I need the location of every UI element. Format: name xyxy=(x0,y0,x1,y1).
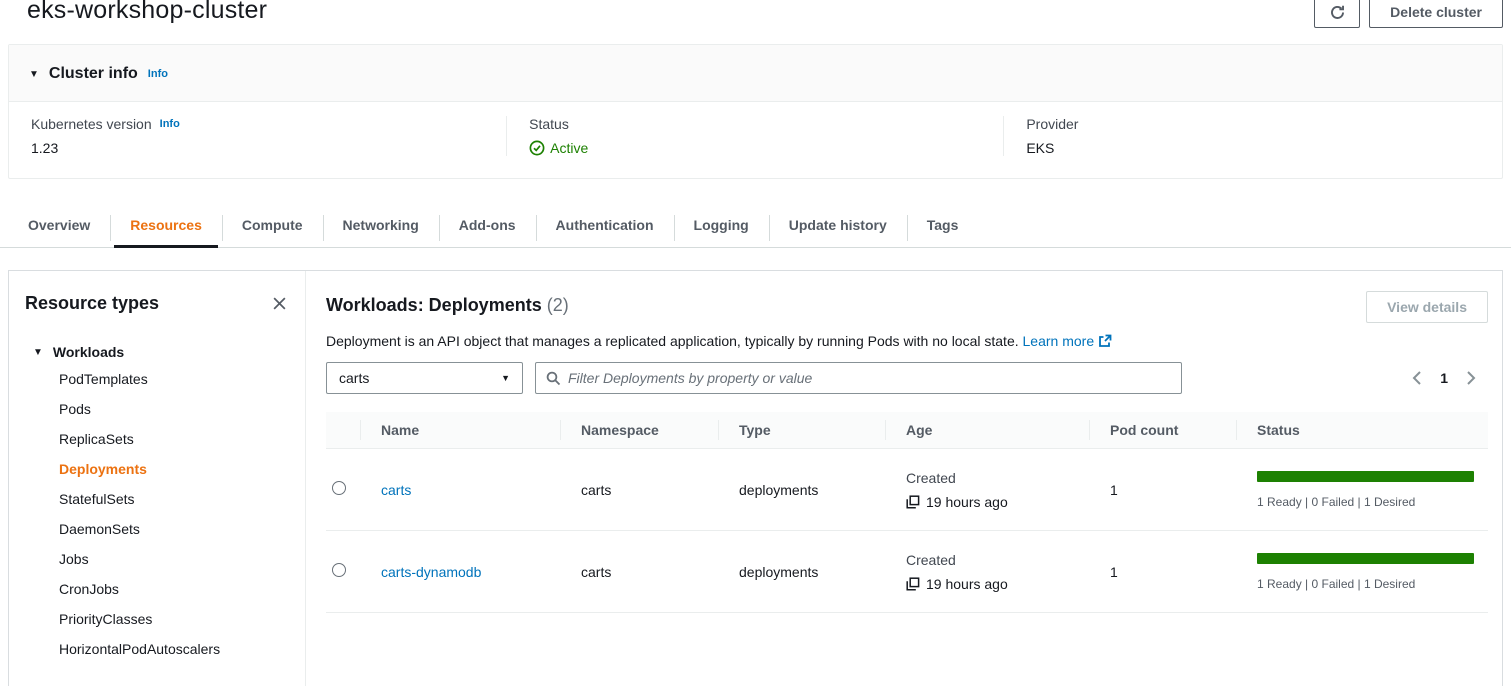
sidebar-item-replicasets[interactable]: ReplicaSets xyxy=(59,431,134,447)
deployments-main: Workloads: Deployments (2) View details … xyxy=(306,271,1502,686)
deployments-description: Deployment is an API object that manages… xyxy=(326,333,1488,349)
tab-networking[interactable]: Networking xyxy=(322,209,439,247)
status-cell: 1 Ready | 0 Failed | 1 Desired xyxy=(1236,552,1488,591)
provider-label: Provider xyxy=(1026,116,1079,132)
namespace-cell: carts xyxy=(581,481,612,498)
sidebar-item-horizontalpodautoscalers[interactable]: HorizontalPodAutoscalers xyxy=(59,641,221,657)
page-header: eks-workshop-cluster Delete cluster xyxy=(0,0,1511,32)
sidebar-item-daemonsets[interactable]: DaemonSets xyxy=(59,521,140,537)
deployment-name-link[interactable]: carts xyxy=(381,481,412,498)
row-radio-button[interactable] xyxy=(332,481,346,495)
refresh-icon xyxy=(1329,4,1346,21)
status-label: Status xyxy=(529,116,569,132)
sidebar-item-statefulsets[interactable]: StatefulSets xyxy=(59,491,135,507)
column-header-namespace[interactable]: Namespace xyxy=(560,419,718,441)
status-check-icon xyxy=(529,140,545,156)
type-cell: deployments xyxy=(739,481,819,498)
search-box[interactable] xyxy=(535,362,1182,394)
collapse-caret-icon[interactable]: ▼ xyxy=(29,68,39,80)
cluster-info-body: Kubernetes version Info 1.23 Status Acti… xyxy=(9,102,1502,178)
deployments-count: (2) xyxy=(546,295,569,315)
header-actions: Delete cluster xyxy=(1314,0,1503,28)
column-header-status[interactable]: Status xyxy=(1236,419,1488,441)
age-cell: Created 19 hours ago xyxy=(906,551,1008,592)
tab-logging[interactable]: Logging xyxy=(673,209,769,247)
delete-cluster-button[interactable]: Delete cluster xyxy=(1369,0,1503,28)
deployment-name-link[interactable]: carts-dynamodb xyxy=(381,563,482,580)
tree-caret-icon: ▼ xyxy=(33,346,43,358)
filter-row: carts ▼ 1 xyxy=(326,362,1488,394)
external-link-icon xyxy=(1098,334,1112,348)
tab-overview[interactable]: Overview xyxy=(28,217,91,233)
search-input[interactable] xyxy=(568,370,1171,386)
column-header-type[interactable]: Type xyxy=(718,419,885,441)
sidebar-item-priorityclasses[interactable]: PriorityClasses xyxy=(59,611,153,627)
copy-icon[interactable] xyxy=(906,576,920,591)
field-status: Status Active xyxy=(506,116,1003,156)
deployments-table: Name Namespace Type Age Pod count Status… xyxy=(326,412,1488,613)
cluster-info-info-link[interactable]: Info xyxy=(147,68,168,80)
status-bar xyxy=(1257,552,1474,564)
resource-types-sidebar: Resource types ▼ Workloads PodTemplates … xyxy=(9,271,306,686)
column-header-name[interactable]: Name xyxy=(360,419,560,441)
filter-dropdown-value: carts xyxy=(339,370,370,386)
cluster-info-header[interactable]: ▼ Cluster info Info xyxy=(9,45,1502,102)
refresh-button[interactable] xyxy=(1314,0,1361,28)
sidebar-item-cronjobs[interactable]: CronJobs xyxy=(59,581,119,597)
sidebar-item-deployments[interactable]: Deployments xyxy=(59,461,147,477)
tab-update-history[interactable]: Update history xyxy=(768,209,907,247)
tabs-bar: Overview Resources Compute Networking Ad… xyxy=(0,209,1511,248)
resource-tree: ▼ Workloads PodTemplates Pods ReplicaSet… xyxy=(25,344,289,664)
field-kubernetes-version: Kubernetes version Info 1.23 xyxy=(9,116,506,156)
sidebar-item-jobs[interactable]: Jobs xyxy=(59,551,89,567)
tab-add-ons[interactable]: Add-ons xyxy=(438,209,536,247)
tab-tags[interactable]: Tags xyxy=(906,209,979,247)
tab-authentication[interactable]: Authentication xyxy=(535,209,674,247)
kubernetes-version-value: 1.23 xyxy=(31,140,59,156)
dropdown-caret-icon: ▼ xyxy=(501,373,510,383)
search-icon xyxy=(546,371,561,386)
table-row: carts-dynamodb carts deployments Created… xyxy=(326,531,1488,613)
tab-compute[interactable]: Compute xyxy=(221,209,323,247)
filter-dropdown[interactable]: carts ▼ xyxy=(326,362,523,394)
table-row: carts carts deployments Created 19 hours… xyxy=(326,449,1488,531)
resource-types-title: Resource types xyxy=(25,293,160,313)
cluster-info-card: ▼ Cluster info Info Kubernetes version I… xyxy=(8,44,1503,179)
column-header-age[interactable]: Age xyxy=(885,419,1089,441)
select-column-header xyxy=(326,419,360,441)
next-page-icon[interactable] xyxy=(1466,370,1476,386)
cluster-info-title: Cluster info xyxy=(48,65,138,82)
table-header-row: Name Namespace Type Age Pod count Status xyxy=(326,412,1488,449)
tab-resources[interactable]: Resources xyxy=(110,209,222,248)
row-radio-button[interactable] xyxy=(332,563,346,577)
learn-more-link[interactable]: Learn more xyxy=(1023,333,1113,349)
type-cell: deployments xyxy=(739,563,819,580)
tree-group-workloads[interactable]: ▼ Workloads xyxy=(25,344,289,360)
field-provider: Provider EKS xyxy=(1003,116,1500,156)
deployments-heading: Workloads: Deployments (2) xyxy=(326,295,569,315)
tree-group-label: Workloads xyxy=(52,344,125,360)
kubernetes-version-label: Kubernetes version xyxy=(31,116,152,132)
status-value: Active xyxy=(550,140,589,156)
page-title: eks-workshop-cluster xyxy=(27,0,268,24)
column-header-pod-count[interactable]: Pod count xyxy=(1089,419,1236,441)
pod-count-cell: 1 xyxy=(1110,481,1118,498)
namespace-cell: carts xyxy=(581,563,612,580)
current-page[interactable]: 1 xyxy=(1440,370,1448,386)
pagination: 1 xyxy=(1412,370,1488,386)
copy-icon[interactable] xyxy=(906,494,920,509)
provider-value: EKS xyxy=(1026,140,1055,156)
sidebar-item-podtemplates[interactable]: PodTemplates xyxy=(59,371,148,387)
previous-page-icon[interactable] xyxy=(1412,370,1422,386)
sidebar-item-pods[interactable]: Pods xyxy=(59,401,91,417)
status-bar xyxy=(1257,470,1474,482)
age-cell: Created 19 hours ago xyxy=(906,469,1008,510)
view-details-button[interactable]: View details xyxy=(1366,291,1488,323)
close-icon[interactable] xyxy=(270,294,289,313)
kubernetes-version-info-link[interactable]: Info xyxy=(159,118,180,130)
pod-count-cell: 1 xyxy=(1110,563,1118,580)
status-cell: 1 Ready | 0 Failed | 1 Desired xyxy=(1236,470,1488,509)
resources-panel: Resource types ▼ Workloads PodTemplates … xyxy=(8,270,1503,686)
